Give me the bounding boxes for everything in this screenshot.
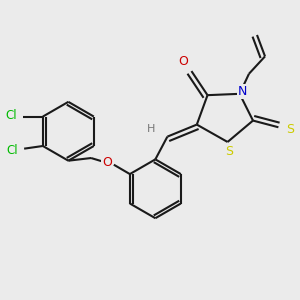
- Text: O: O: [178, 55, 188, 68]
- Text: Cl: Cl: [6, 143, 18, 157]
- Text: Cl: Cl: [5, 109, 16, 122]
- Text: H: H: [147, 124, 155, 134]
- Text: S: S: [286, 123, 294, 136]
- Text: N: N: [238, 85, 247, 98]
- Text: S: S: [225, 145, 233, 158]
- Text: O: O: [102, 155, 112, 169]
